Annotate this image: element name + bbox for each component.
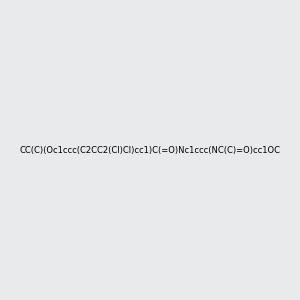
Text: CC(C)(Oc1ccc(C2CC2(Cl)Cl)cc1)C(=O)Nc1ccc(NC(C)=O)cc1OC: CC(C)(Oc1ccc(C2CC2(Cl)Cl)cc1)C(=O)Nc1ccc… [20,146,281,154]
